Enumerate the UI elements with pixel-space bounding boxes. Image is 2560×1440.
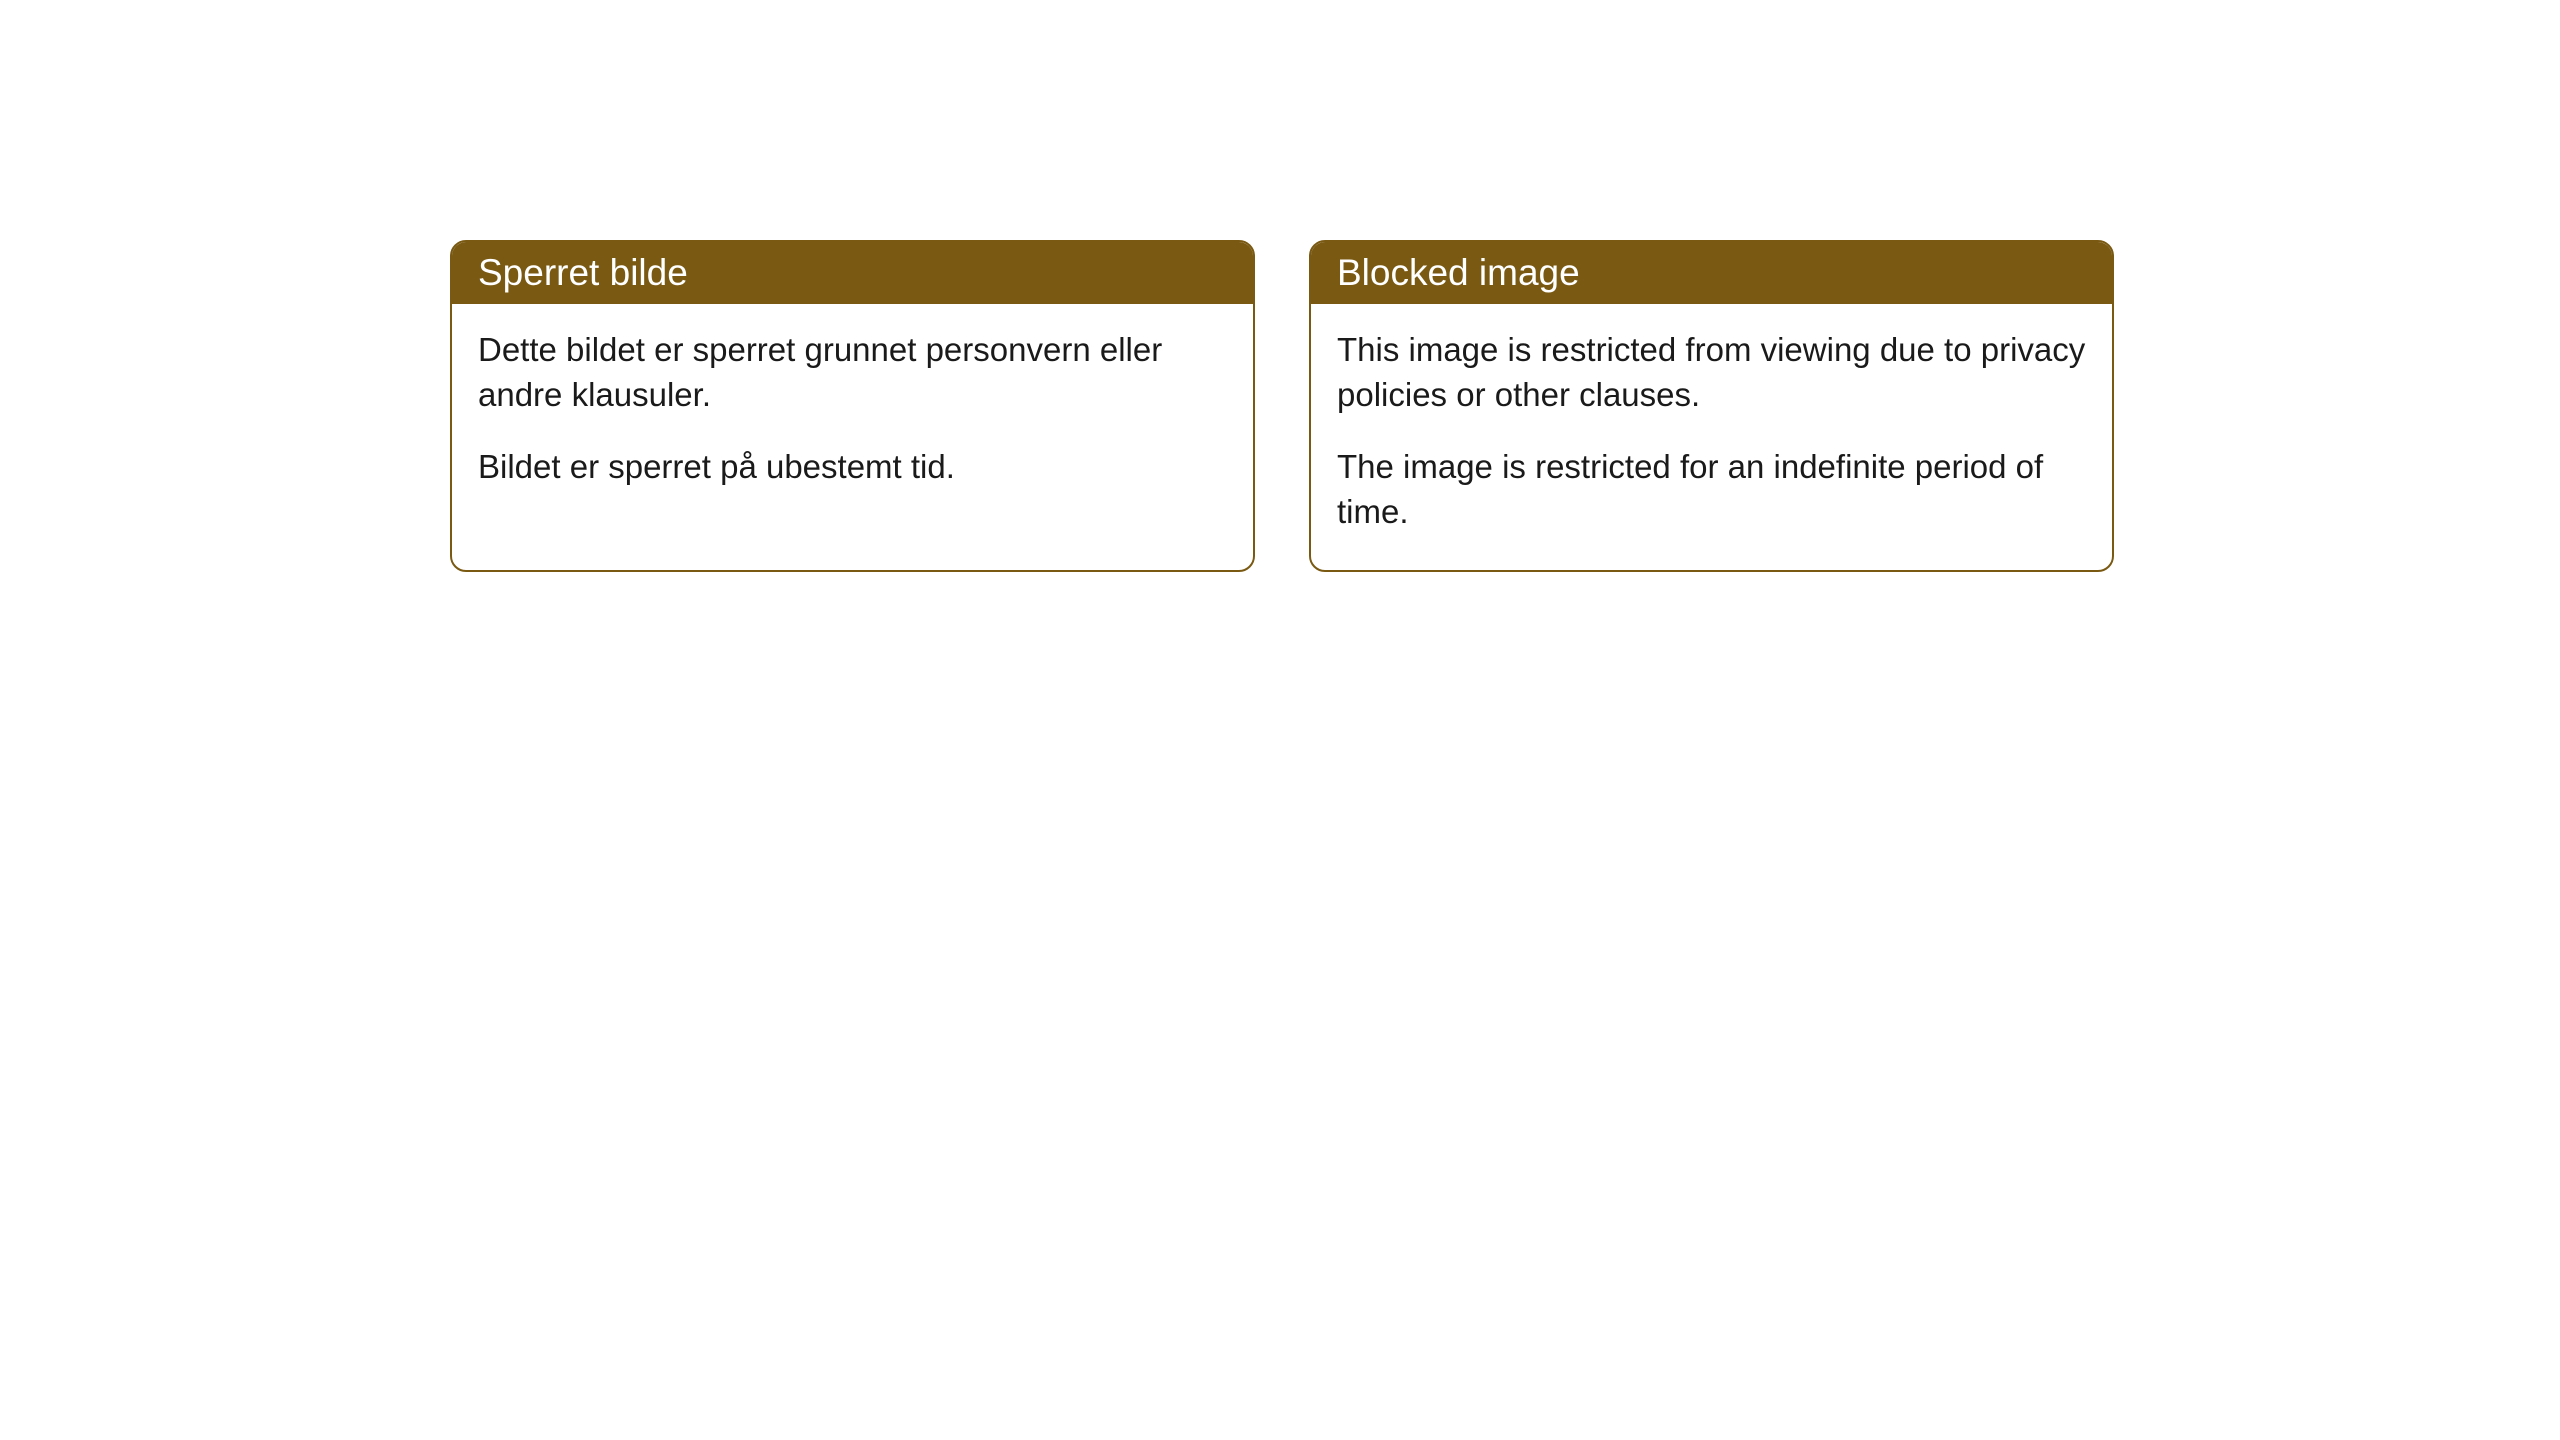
blocked-image-card-no: Sperret bilde Dette bildet er sperret gr… — [450, 240, 1255, 572]
card-body: This image is restricted from viewing du… — [1311, 304, 2112, 570]
card-body: Dette bildet er sperret grunnet personve… — [452, 304, 1253, 526]
card-paragraph: This image is restricted from viewing du… — [1337, 328, 2086, 417]
card-title: Sperret bilde — [452, 242, 1253, 304]
card-paragraph: Dette bildet er sperret grunnet personve… — [478, 328, 1227, 417]
blocked-image-card-en: Blocked image This image is restricted f… — [1309, 240, 2114, 572]
card-title: Blocked image — [1311, 242, 2112, 304]
card-paragraph: Bildet er sperret på ubestemt tid. — [478, 445, 1227, 490]
notice-container: Sperret bilde Dette bildet er sperret gr… — [0, 0, 2560, 572]
card-paragraph: The image is restricted for an indefinit… — [1337, 445, 2086, 534]
